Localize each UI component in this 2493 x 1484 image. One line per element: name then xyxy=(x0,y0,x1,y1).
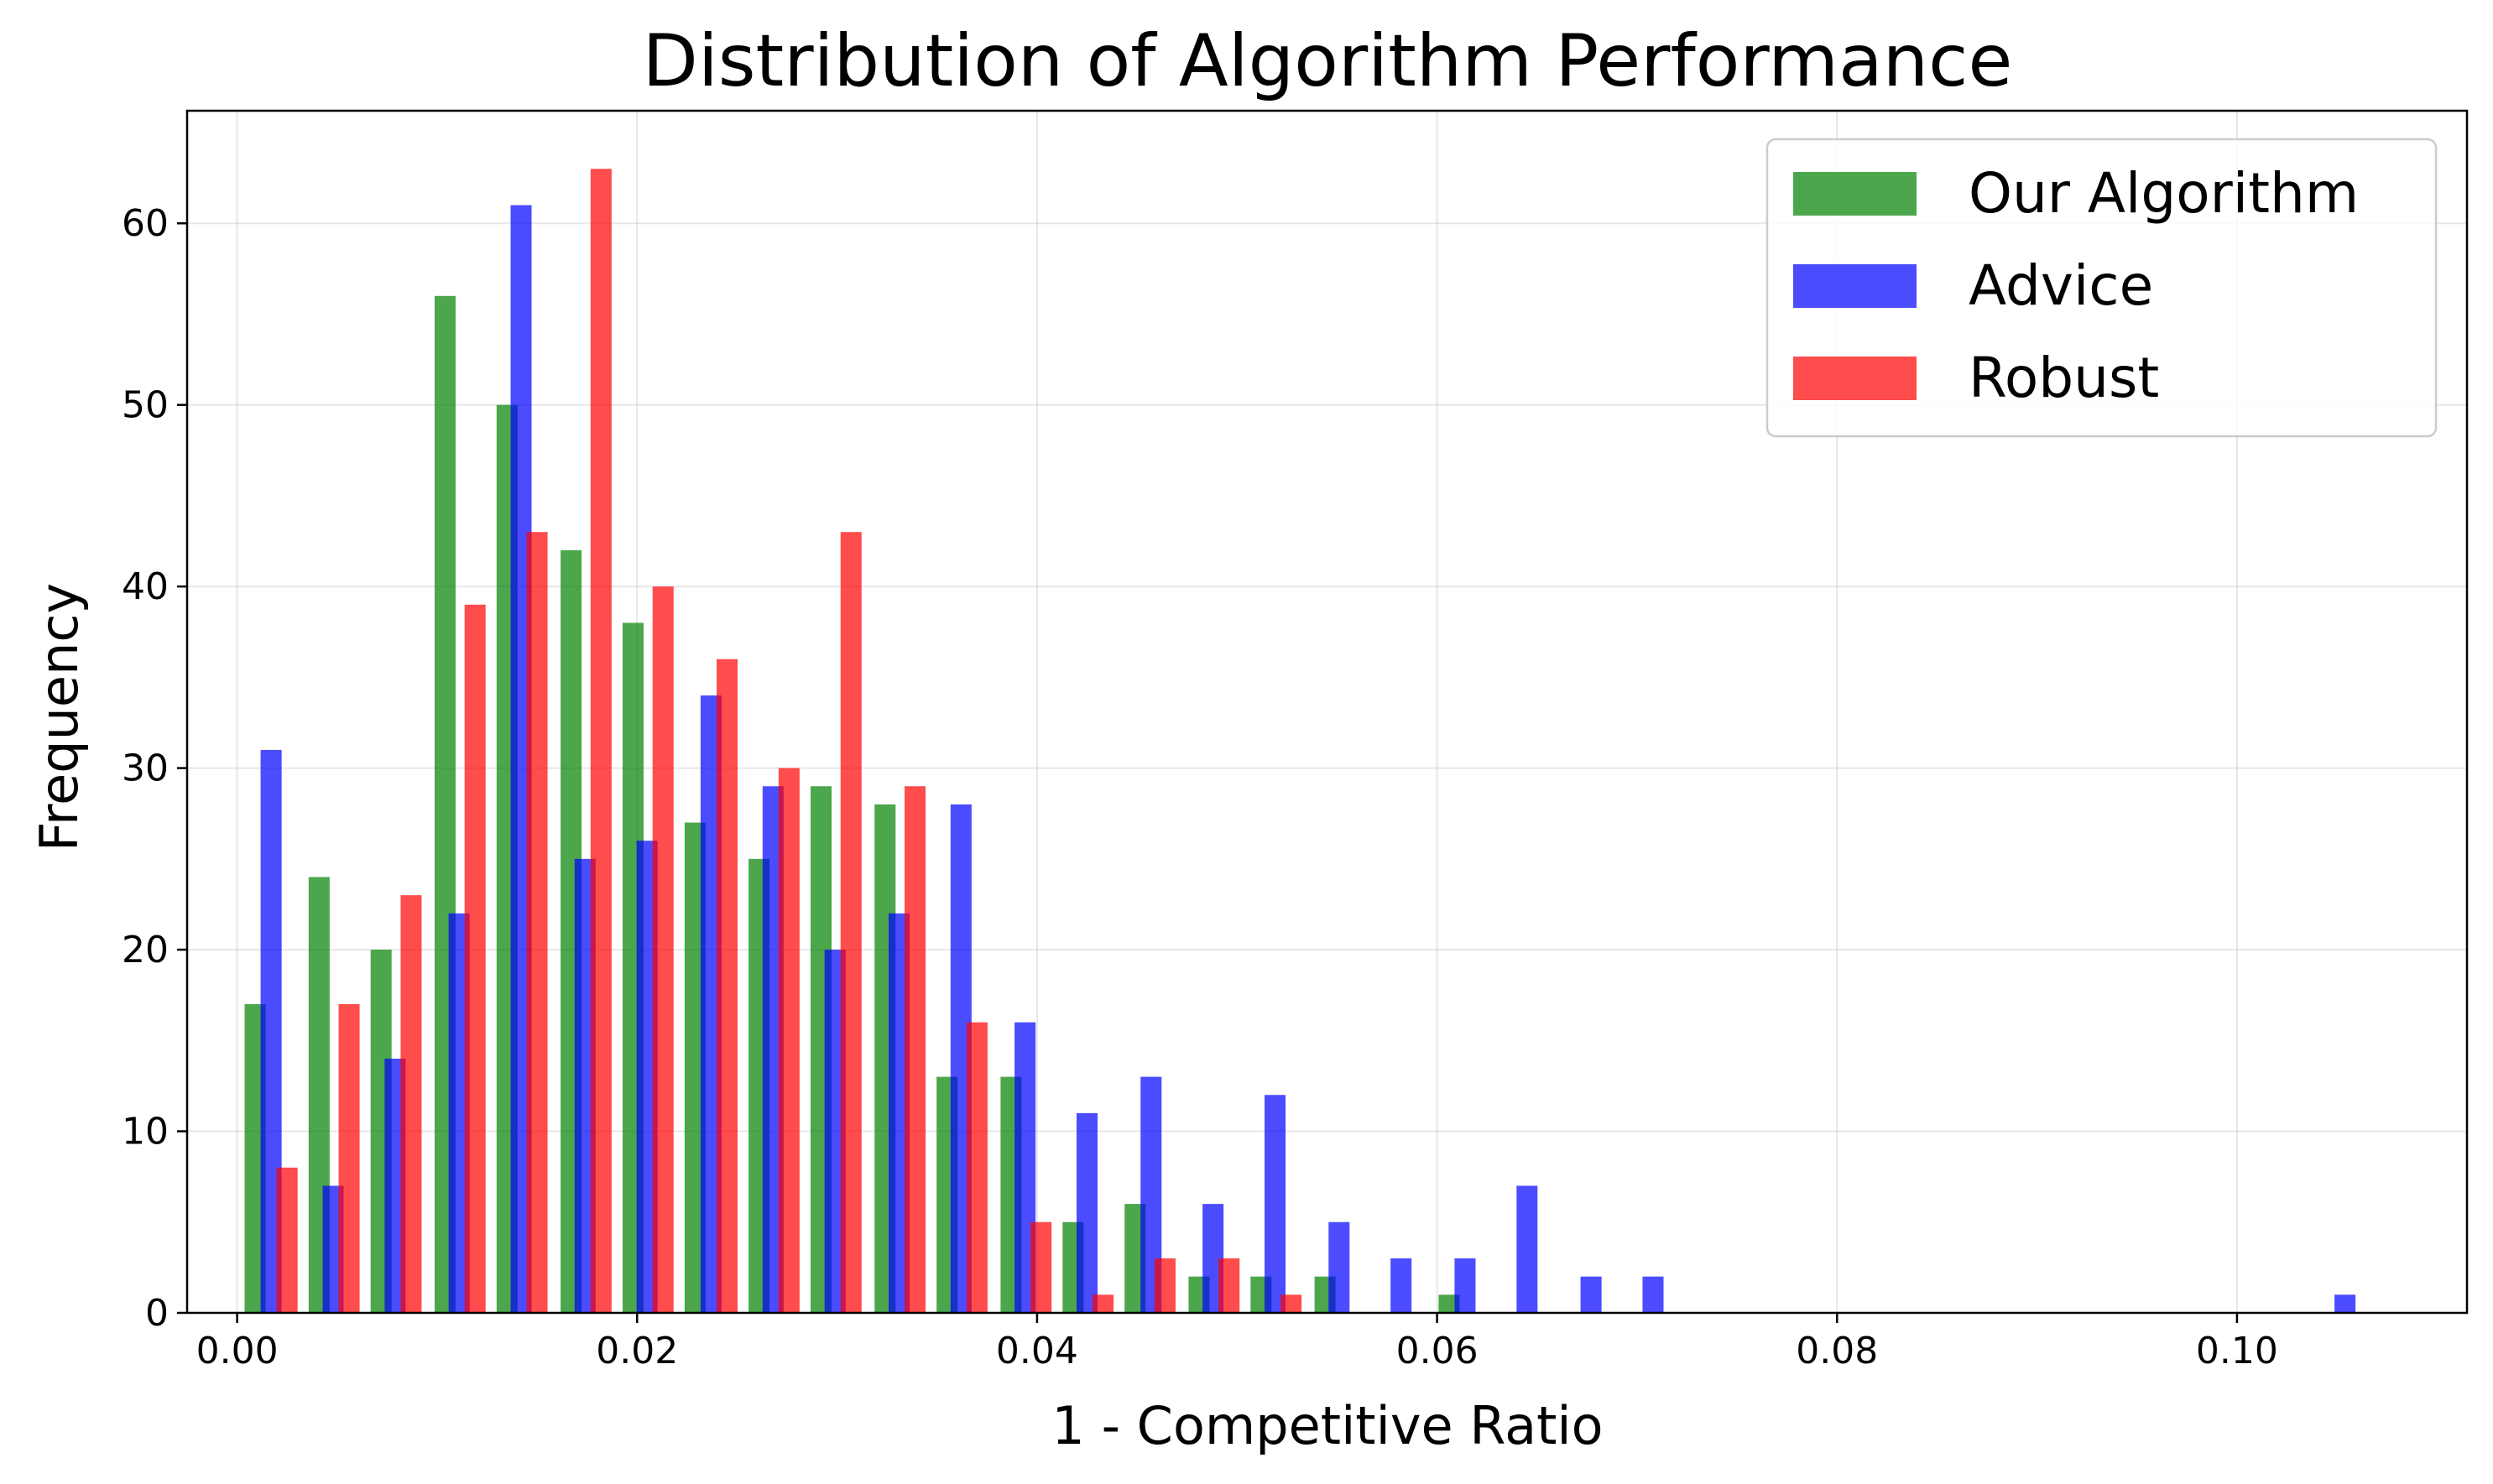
legend: Our Algorithm Advice Robust xyxy=(1765,138,2438,438)
x-tick-label: 0.08 xyxy=(1796,1330,1878,1372)
legend-swatch-robust xyxy=(1793,357,1917,400)
legend-label-robust: Robust xyxy=(1969,346,2159,410)
bar-robust xyxy=(905,786,926,1313)
legend-label-our-algorithm: Our Algorithm xyxy=(1969,161,2359,226)
bar-robust xyxy=(464,604,486,1313)
bar-advice xyxy=(1454,1258,1476,1313)
bar-robust xyxy=(338,1004,360,1313)
legend-swatch-advice xyxy=(1793,264,1917,308)
y-tick-label: 60 xyxy=(122,202,169,245)
bar-advice xyxy=(1076,1112,1098,1313)
legend-swatch-our-algorithm xyxy=(1793,172,1917,216)
bar-robust xyxy=(1093,1294,1114,1313)
bar-robust xyxy=(1218,1258,1240,1313)
bars-group xyxy=(244,169,2356,1314)
bar-robust xyxy=(652,586,674,1313)
bar-robust xyxy=(966,1022,988,1313)
y-tick-label: 20 xyxy=(122,929,169,971)
bar-advice xyxy=(1642,1276,1664,1313)
bar-robust xyxy=(716,659,738,1313)
series-robust xyxy=(276,169,1302,1313)
x-tick-label: 0.00 xyxy=(196,1330,279,1372)
axis-ticks: 0.00 0.02 0.04 0.06 0.08 0.10 0 10 20 30 40 50 60 xyxy=(122,202,2278,1372)
legend-box xyxy=(1765,138,2438,438)
bar-our-algorithm xyxy=(1438,1294,1460,1313)
bar-robust xyxy=(526,532,548,1313)
bar-advice xyxy=(1580,1276,1602,1313)
bar-robust xyxy=(778,768,800,1313)
x-tick-label: 0.06 xyxy=(1396,1330,1479,1372)
y-tick-label: 10 xyxy=(122,1111,169,1153)
plot-area-frame xyxy=(185,109,2469,1315)
legend-label-advice: Advice xyxy=(1969,253,2153,318)
x-tick-label: 0.10 xyxy=(2196,1330,2278,1372)
bar-robust xyxy=(1154,1258,1176,1313)
chart-title: Distribution of Algorithm Performance xyxy=(643,19,2013,103)
y-tick-label: 30 xyxy=(122,747,169,790)
bar-robust xyxy=(1280,1294,1302,1313)
bar-robust xyxy=(276,1167,298,1313)
bar-robust xyxy=(840,532,862,1313)
bar-robust xyxy=(400,895,422,1313)
x-axis-label: 1 - Competitive Ratio xyxy=(1051,1395,1603,1456)
y-tick-label: 50 xyxy=(122,384,169,427)
x-tick-label: 0.04 xyxy=(996,1330,1078,1372)
bar-robust xyxy=(590,169,612,1313)
bar-robust xyxy=(1030,1221,1052,1313)
y-axis-label: Frequency xyxy=(29,583,90,851)
x-tick-label: 0.02 xyxy=(596,1330,678,1372)
y-tick-label: 40 xyxy=(122,565,169,608)
bar-advice xyxy=(1265,1095,1286,1313)
bar-advice xyxy=(1328,1221,1350,1313)
bar-advice xyxy=(2334,1294,2356,1313)
bar-advice xyxy=(1516,1185,1538,1313)
y-tick-label: 0 xyxy=(145,1292,169,1335)
bar-advice xyxy=(1390,1258,1412,1313)
